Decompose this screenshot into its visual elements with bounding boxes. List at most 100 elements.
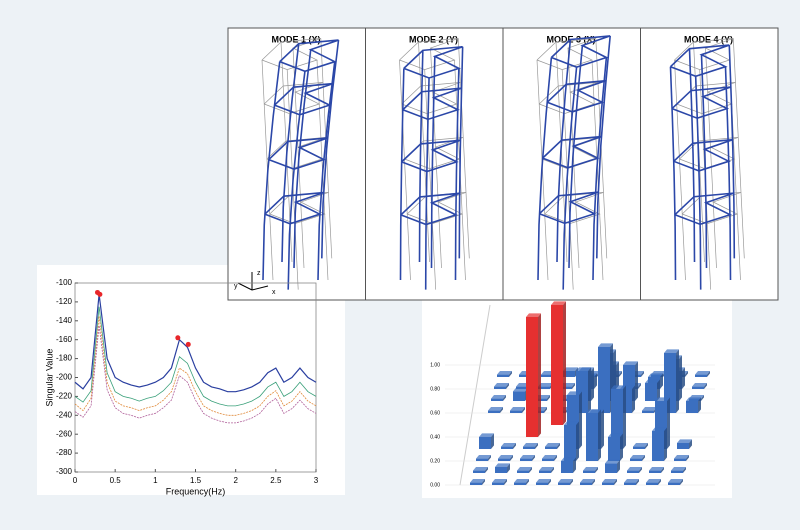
bar-side <box>704 383 707 389</box>
bar-front <box>642 410 654 413</box>
bar-front <box>630 458 642 461</box>
y-tick-label: 0.20 <box>430 458 440 464</box>
bar-top <box>473 467 488 471</box>
bar-side <box>544 407 547 413</box>
bar-front <box>491 398 503 401</box>
bar <box>545 443 560 449</box>
bar-side <box>598 409 601 461</box>
bar-side <box>617 459 620 473</box>
undeformed-column <box>424 69 437 290</box>
bar-side <box>595 467 598 473</box>
deformed-floor <box>264 191 324 225</box>
bar-front <box>633 446 645 449</box>
series-line <box>74 306 317 407</box>
bar-side <box>503 395 506 401</box>
bar <box>645 379 660 401</box>
bar-front <box>646 482 658 485</box>
deformed-floor <box>674 192 735 226</box>
deformed-column <box>592 57 608 281</box>
bar-front <box>473 470 485 473</box>
bar-top <box>608 433 623 437</box>
bar <box>494 383 509 389</box>
deformed-floor <box>279 39 339 73</box>
deformed-floor <box>550 35 611 68</box>
bar <box>514 479 529 485</box>
bar-front <box>677 443 689 449</box>
bar-front <box>564 425 576 461</box>
bar-top <box>539 467 554 471</box>
side-wall <box>459 304 491 486</box>
bar-side <box>510 455 513 461</box>
bar <box>510 407 525 413</box>
bar <box>542 455 557 461</box>
bar <box>598 343 613 413</box>
bar-side <box>557 443 560 449</box>
bar-side <box>532 455 535 461</box>
x-tick-label: 1 <box>153 476 158 485</box>
bar-top <box>580 479 595 483</box>
bar <box>605 459 620 473</box>
bar <box>652 427 667 461</box>
bar-front <box>686 401 698 413</box>
bar-top <box>494 383 509 387</box>
series-line <box>74 325 317 424</box>
bar-top <box>517 467 532 471</box>
bar-top <box>470 479 485 483</box>
bar-top <box>491 395 506 399</box>
bar <box>551 301 566 425</box>
bar-front <box>510 410 522 413</box>
bar-side <box>594 373 597 389</box>
bar-top <box>501 443 516 447</box>
bar <box>476 455 491 461</box>
bar-front <box>497 374 509 377</box>
bar-top <box>551 301 566 305</box>
bar <box>497 371 512 377</box>
bar-front <box>563 371 575 377</box>
bar-side <box>689 439 692 449</box>
bar-side <box>658 479 661 485</box>
bar-side <box>623 385 626 449</box>
x-tick-label: 0.5 <box>110 476 122 485</box>
deformed-column <box>287 71 306 290</box>
bar-top <box>498 455 513 459</box>
x-tick-label: 2 <box>233 476 238 485</box>
axis-arrow <box>237 282 253 291</box>
mode-shapes: MODE 1 (X) MODE 2 (Y) MODE 3 (X) MODE 4 (Y)… <box>234 28 745 300</box>
deformed-floor <box>673 138 733 172</box>
bar-top <box>645 379 660 383</box>
bar-side <box>614 479 617 485</box>
bar-front <box>598 347 610 413</box>
bar <box>686 397 701 413</box>
y-tick-label: 0.60 <box>430 410 440 416</box>
undeformed-column <box>418 41 430 263</box>
bar-front <box>674 458 686 461</box>
bar-front <box>558 482 570 485</box>
y-tick-label: -160 <box>56 335 73 344</box>
y-tick-label: 1.00 <box>430 362 440 368</box>
bar-side <box>554 455 557 461</box>
bar-top <box>564 421 579 425</box>
bar-front <box>520 458 532 461</box>
x-tick-label: 3 <box>314 476 319 485</box>
undeformed-column <box>674 59 686 281</box>
deformed-floor <box>403 45 463 79</box>
bar-side <box>679 355 682 401</box>
deformed-floor <box>669 44 730 78</box>
bar-top <box>536 479 551 483</box>
y-tick-label: -300 <box>56 467 73 476</box>
peak-point <box>185 341 191 347</box>
bar-top <box>514 479 529 483</box>
bar-side <box>551 467 554 473</box>
y-tick-label: -120 <box>56 297 73 306</box>
bar-top <box>495 463 510 467</box>
bar <box>492 479 507 485</box>
series-line <box>74 316 317 416</box>
bar-front <box>608 437 620 461</box>
y-tick-label: -140 <box>56 316 73 325</box>
bar-top <box>583 467 598 471</box>
bar-front <box>649 470 661 473</box>
peak-point <box>97 291 103 297</box>
bar-top <box>510 407 525 411</box>
bar-side <box>507 463 510 473</box>
bar <box>586 409 601 461</box>
